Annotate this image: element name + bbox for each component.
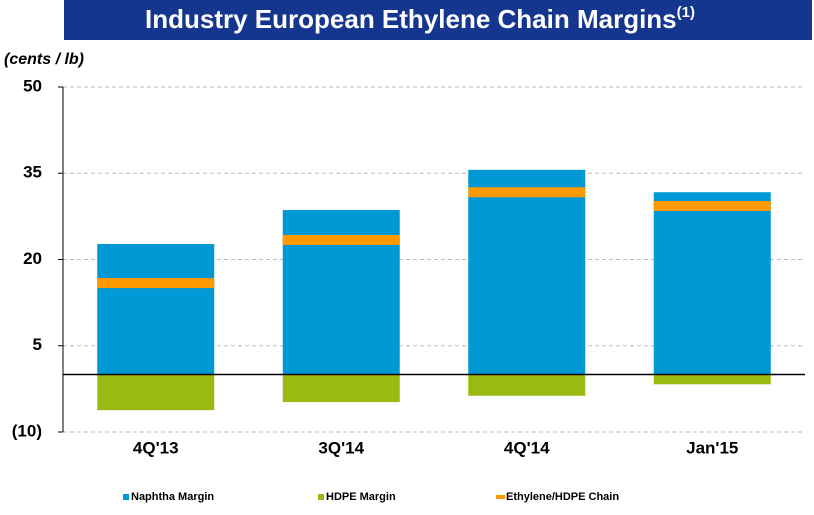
bar-segment [468,374,586,396]
y-tick-label: 50 [23,76,42,95]
title-bar [64,0,812,40]
y-tick-label: (10) [12,421,42,440]
chart-title: Industry European Ethylene Chain Margins… [145,4,695,34]
legend-label: HDPE Margin [326,491,396,503]
y-tick-label: 5 [33,335,42,354]
legend-swatch [496,495,505,499]
legend-swatch [123,494,129,500]
x-tick-label: Jan'15 [686,438,738,457]
bar-segment [97,374,215,411]
y-tick-label: 35 [23,163,42,182]
legend-label: Naphtha Margin [131,491,214,503]
y-tick-label: 20 [23,249,42,268]
y-axis-label: (cents / lb) [4,51,84,68]
bar-segment [468,169,586,375]
x-tick-label: 4Q'13 [133,438,179,457]
legend-label: Ethylene/HDPE Chain [506,491,619,503]
bar-segment [653,192,771,375]
bar-segment [653,374,771,385]
legend-swatch [318,494,324,500]
chain-marker [653,201,771,212]
bar-segment [282,374,400,403]
chain-marker [282,234,400,245]
title-text: Industry European Ethylene Chain Margins [145,4,677,34]
chain-marker [468,187,586,198]
chain-marker [97,278,215,289]
x-tick-label: 4Q'14 [504,438,550,457]
bar-segment [282,210,400,375]
title-superscript: (1) [677,4,695,21]
bar-segment [97,243,215,375]
x-tick-label: 3Q'14 [318,438,364,457]
